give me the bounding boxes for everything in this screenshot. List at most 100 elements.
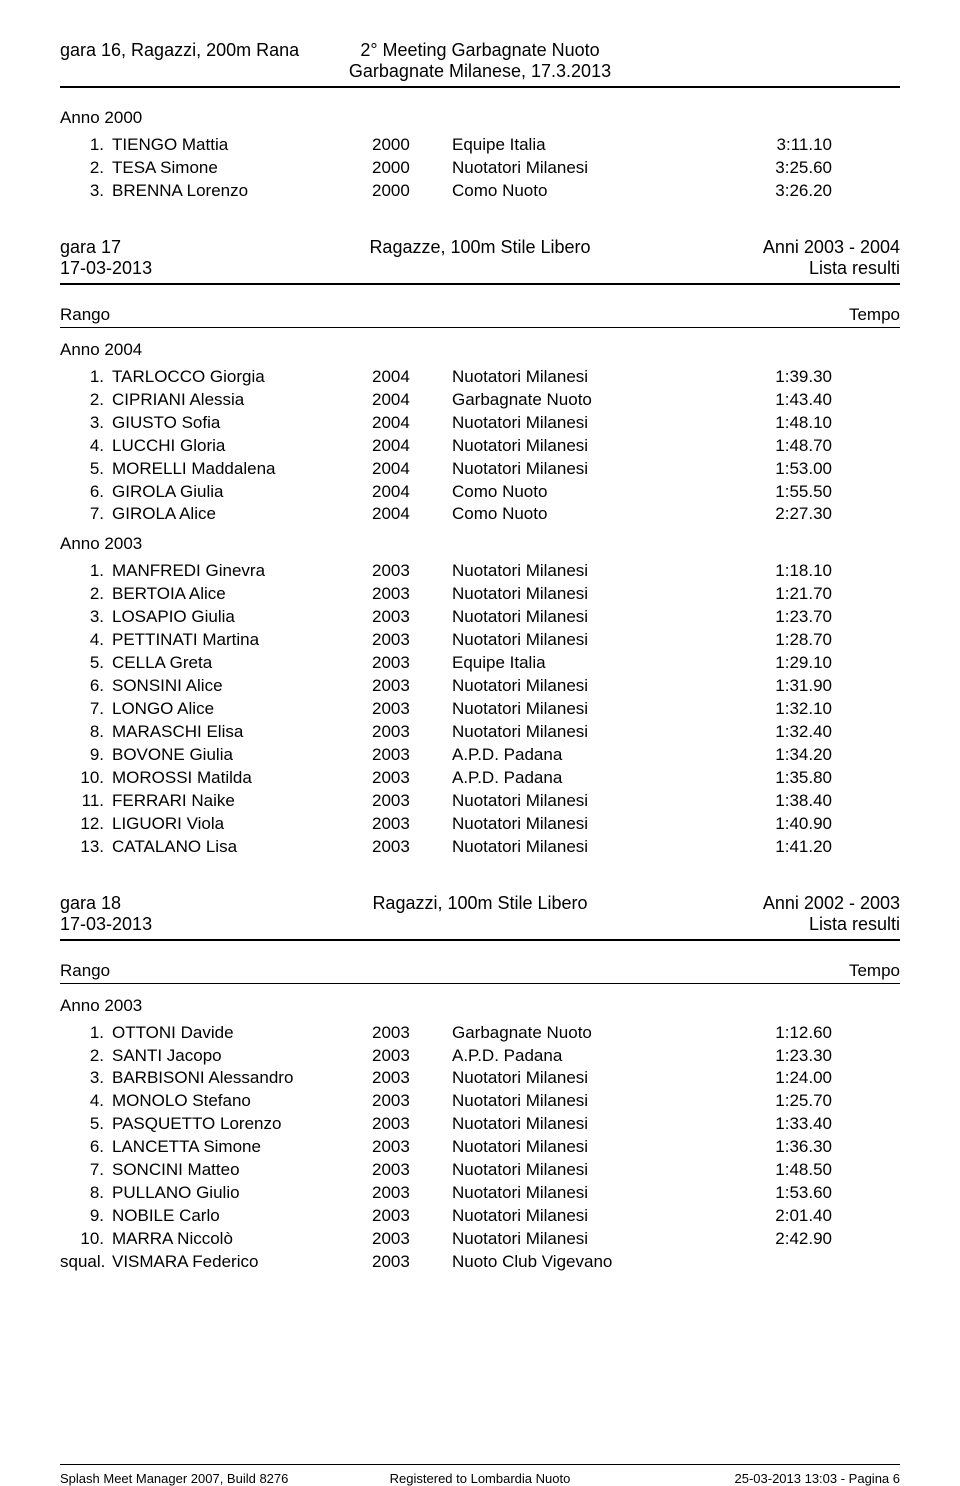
result-row: 2.CIPRIANI Alessia2004Garbagnate Nuoto1:… [60,389,900,412]
birth-year: 2003 [372,721,452,744]
result-row: 10.MARRA Niccolò2003Nuotatori Milanesi2:… [60,1228,900,1251]
result-row: 2.BERTOIA Alice2003Nuotatori Milanesi1:2… [60,583,900,606]
team: Nuotatori Milanesi [452,560,682,583]
birth-year: 2003 [372,583,452,606]
rank: 13. [60,836,112,859]
team: A.P.D. Padana [452,1045,682,1068]
event-date: 17-03-2013 [60,914,340,935]
athlete-name: BOVONE Giulia [112,744,372,767]
time: 1:25.70 [682,1090,832,1113]
result-row: 4.LUCCHI Gloria2004Nuotatori Milanesi1:4… [60,435,900,458]
athlete-name: MONOLO Stefano [112,1090,372,1113]
rank: 9. [60,744,112,767]
athlete-name: MARRA Niccolò [112,1228,372,1251]
meeting-title-2: Garbagnate Milanese, 17.3.2013 [340,61,620,82]
rank: 9. [60,1205,112,1228]
athlete-name: PULLANO Giulio [112,1182,372,1205]
time: 1:21.70 [682,583,832,606]
result-row: 3.LOSAPIO Giulia2003Nuotatori Milanesi1:… [60,606,900,629]
rank: 2. [60,1045,112,1068]
birth-year: 2004 [372,366,452,389]
birth-year: 2003 [372,1205,452,1228]
rank: 5. [60,652,112,675]
team: Nuotatori Milanesi [452,629,682,652]
birth-year: 2004 [372,458,452,481]
rank: 10. [60,767,112,790]
birth-year: 2003 [372,1251,452,1274]
result-row: 13.CATALANO Lisa2003Nuotatori Milanesi1:… [60,836,900,859]
time: 3:11.10 [682,134,832,157]
athlete-name: CIPRIANI Alessia [112,389,372,412]
event-right: Anni 2002 - 2003 [620,893,900,914]
time: 1:39.30 [682,366,832,389]
rank: 3. [60,606,112,629]
rank: 10. [60,1228,112,1251]
team: Nuotatori Milanesi [452,1159,682,1182]
team: A.P.D. Padana [452,744,682,767]
athlete-name: LIGUORI Viola [112,813,372,836]
time: 1:41.20 [682,836,832,859]
athlete-name: MARASCHI Elisa [112,721,372,744]
athlete-name: LONGO Alice [112,698,372,721]
athlete-name: LUCCHI Gloria [112,435,372,458]
athlete-name: SONCINI Matteo [112,1159,372,1182]
result-row: 6.GIROLA Giulia2004Como Nuoto1:55.50 [60,481,900,504]
rank: 2. [60,389,112,412]
birth-year: 2003 [372,744,452,767]
rank: 4. [60,435,112,458]
result-row: 4.MONOLO Stefano2003Nuotatori Milanesi1:… [60,1090,900,1113]
athlete-name: TESA Simone [112,157,372,180]
event-center: Ragazze, 100m Stile Libero [340,237,620,258]
team: Nuotatori Milanesi [452,157,682,180]
time: 1:38.40 [682,790,832,813]
rank: 1. [60,366,112,389]
rango-label: Rango [60,305,480,325]
birth-year: 2003 [372,606,452,629]
team: Equipe Italia [452,134,682,157]
time: 1:43.40 [682,389,832,412]
result-row: 1.TARLOCCO Giorgia2004Nuotatori Milanesi… [60,366,900,389]
team: Nuotatori Milanesi [452,675,682,698]
result-row: 5.MORELLI Maddalena2004Nuotatori Milanes… [60,458,900,481]
rank: 1. [60,134,112,157]
athlete-name: PETTINATI Martina [112,629,372,652]
result-row: 2.SANTI Jacopo2003A.P.D. Padana1:23.30 [60,1045,900,1068]
result-row: 1.OTTONI Davide2003Garbagnate Nuoto1:12.… [60,1022,900,1045]
rank: 1. [60,560,112,583]
time: 1:36.30 [682,1136,832,1159]
divider [60,283,900,285]
team: Nuotatori Milanesi [452,435,682,458]
event-date: 17-03-2013 [60,258,340,279]
rank: 4. [60,629,112,652]
team: Garbagnate Nuoto [452,389,682,412]
team: Nuotatori Milanesi [452,1090,682,1113]
meeting-title-1: 2° Meeting Garbagnate Nuoto [340,40,620,61]
time: 1:53.00 [682,458,832,481]
rank: 3. [60,1067,112,1090]
result-row: squal.VISMARA Federico2003Nuoto Club Vig… [60,1251,900,1274]
rank: 12. [60,813,112,836]
event-right: Anni 2003 - 2004 [620,237,900,258]
athlete-name: TARLOCCO Giorgia [112,366,372,389]
time: 1:34.20 [682,744,832,767]
footer-left: Splash Meet Manager 2007, Build 8276 [60,1471,340,1486]
rank: 1. [60,1022,112,1045]
result-row: 3.BRENNA Lorenzo2000Como Nuoto3:26.20 [60,180,900,203]
result-row: 6.LANCETTA Simone2003Nuotatori Milanesi1… [60,1136,900,1159]
time: 1:48.70 [682,435,832,458]
event-left: gara 18 [60,893,340,914]
result-row: 9.NOBILE Carlo2003Nuotatori Milanesi2:01… [60,1205,900,1228]
time: 1:23.30 [682,1045,832,1068]
divider [60,86,900,88]
athlete-name: VISMARA Federico [112,1251,372,1274]
rank: 6. [60,1136,112,1159]
birth-year: 2004 [372,503,452,526]
result-row: 7.LONGO Alice2003Nuotatori Milanesi1:32.… [60,698,900,721]
result-row: 4.PETTINATI Martina2003Nuotatori Milanes… [60,629,900,652]
team: Nuoto Club Vigevano [452,1251,682,1274]
athlete-name: GIROLA Alice [112,503,372,526]
rank: 5. [60,458,112,481]
footer-right: 25-03-2013 13:03 - Pagina 6 [620,1471,900,1486]
team: Nuotatori Milanesi [452,1182,682,1205]
result-row: 3.BARBISONI Alessandro2003Nuotatori Mila… [60,1067,900,1090]
